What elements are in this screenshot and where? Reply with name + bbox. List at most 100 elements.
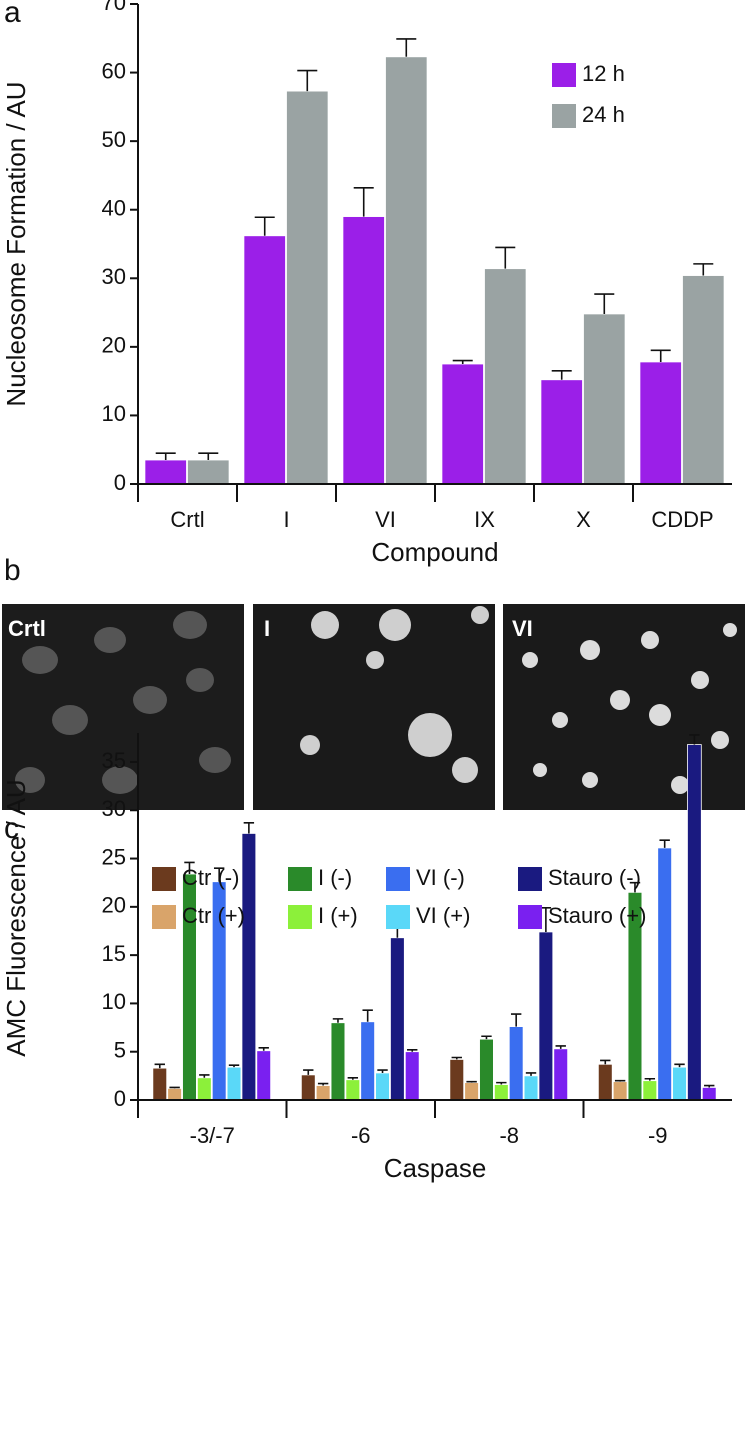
error-bar — [659, 839, 670, 848]
error-bar — [551, 370, 572, 380]
error-bar — [693, 263, 714, 276]
micrograph: Crtl I VI — [2, 604, 745, 810]
error-bar — [155, 452, 176, 460]
legend-label: I (+) — [318, 903, 358, 928]
bar — [144, 459, 187, 485]
bar — [479, 1038, 494, 1101]
x-tick-label: VI — [375, 507, 396, 532]
bar — [256, 1050, 272, 1101]
bar — [538, 931, 554, 1101]
legend-swatch — [152, 905, 176, 929]
legend-label: I (-) — [318, 865, 352, 890]
legend-swatch — [152, 867, 176, 891]
x-tick-label: CDDP — [651, 507, 713, 532]
error-bar — [396, 38, 417, 57]
y-tick-label: 25 — [102, 844, 126, 869]
bar — [226, 1066, 242, 1101]
bar — [360, 1021, 376, 1101]
x-tick-label: IX — [474, 507, 495, 532]
legend-swatch — [552, 63, 576, 87]
bar — [167, 1088, 182, 1101]
bar — [375, 1072, 390, 1101]
y-tick-label: 30 — [102, 264, 126, 289]
bar — [315, 1085, 331, 1101]
error-bar — [644, 1077, 656, 1081]
y-tick-label: 30 — [102, 796, 126, 821]
legend-swatch — [288, 867, 312, 891]
error-bar — [154, 1063, 165, 1069]
legend-label: VI (+) — [416, 903, 470, 928]
y-axis-title: AMC Fluorescence / AU — [1, 779, 31, 1056]
error-bar — [317, 1082, 329, 1086]
bar — [243, 235, 286, 485]
bar — [484, 268, 527, 485]
bar — [187, 459, 230, 485]
error-bar — [629, 881, 641, 893]
bar — [508, 1026, 524, 1101]
error-bar — [407, 1048, 418, 1052]
error-bar — [600, 1059, 611, 1065]
x-tick-label: I — [283, 507, 289, 532]
y-tick-label: 20 — [102, 893, 126, 918]
image-label: I — [264, 616, 270, 641]
x-axis-title: Compound — [371, 537, 498, 567]
legend-label: 24 h — [582, 102, 625, 127]
image-label: VI — [512, 616, 533, 641]
bar — [523, 1075, 539, 1101]
bar — [300, 1074, 316, 1101]
bar — [682, 275, 725, 485]
y-tick-label: 10 — [102, 989, 126, 1014]
error-bar — [674, 1063, 685, 1068]
error-bar — [466, 1080, 477, 1083]
bar — [642, 1080, 658, 1101]
legend-label: Stauro (+) — [548, 903, 646, 928]
error-bar — [451, 1056, 462, 1060]
bar — [345, 1079, 361, 1101]
error-bar — [495, 246, 516, 269]
bar — [404, 1051, 420, 1101]
bar — [152, 1067, 168, 1101]
error-bar — [510, 1013, 522, 1027]
bar — [540, 379, 583, 485]
bar — [342, 216, 385, 485]
legend-swatch — [518, 867, 542, 891]
error-bar — [353, 186, 374, 217]
error-bar — [303, 1069, 314, 1075]
legend-label: Stauro (-) — [548, 865, 641, 890]
bar — [286, 90, 329, 485]
bar — [493, 1084, 509, 1101]
bar — [449, 1059, 465, 1101]
bar — [553, 1048, 569, 1101]
bar — [612, 1081, 628, 1101]
bar — [464, 1082, 479, 1101]
error-bar — [228, 1064, 240, 1068]
error-bar — [377, 1069, 388, 1073]
panel-label: b — [4, 554, 21, 587]
bar — [441, 363, 484, 485]
panel-label: c — [4, 812, 19, 845]
bar — [687, 744, 702, 1101]
y-tick-label: 70 — [102, 0, 126, 15]
y-tick-label: 60 — [102, 58, 126, 83]
y-tick-label: 5 — [114, 1038, 126, 1063]
y-tick-label: 50 — [102, 127, 126, 152]
error-bar — [540, 907, 552, 932]
bar — [657, 847, 673, 1101]
bar — [701, 1087, 717, 1101]
error-bar — [169, 1086, 180, 1089]
y-tick-label: 10 — [102, 401, 126, 426]
error-bar — [198, 452, 219, 460]
legend-label: VI (-) — [416, 865, 465, 890]
x-tick-label: -8 — [499, 1123, 519, 1148]
error-bar — [213, 867, 225, 882]
x-tick-label: Crtl — [170, 507, 204, 532]
x-axis-title: Caspase — [384, 1153, 487, 1183]
bar — [196, 1077, 212, 1101]
bar — [597, 1063, 613, 1101]
legend-label: Ctr (-) — [182, 865, 239, 890]
error-bar — [184, 861, 195, 875]
bar — [241, 833, 257, 1101]
legend-swatch — [288, 905, 312, 929]
